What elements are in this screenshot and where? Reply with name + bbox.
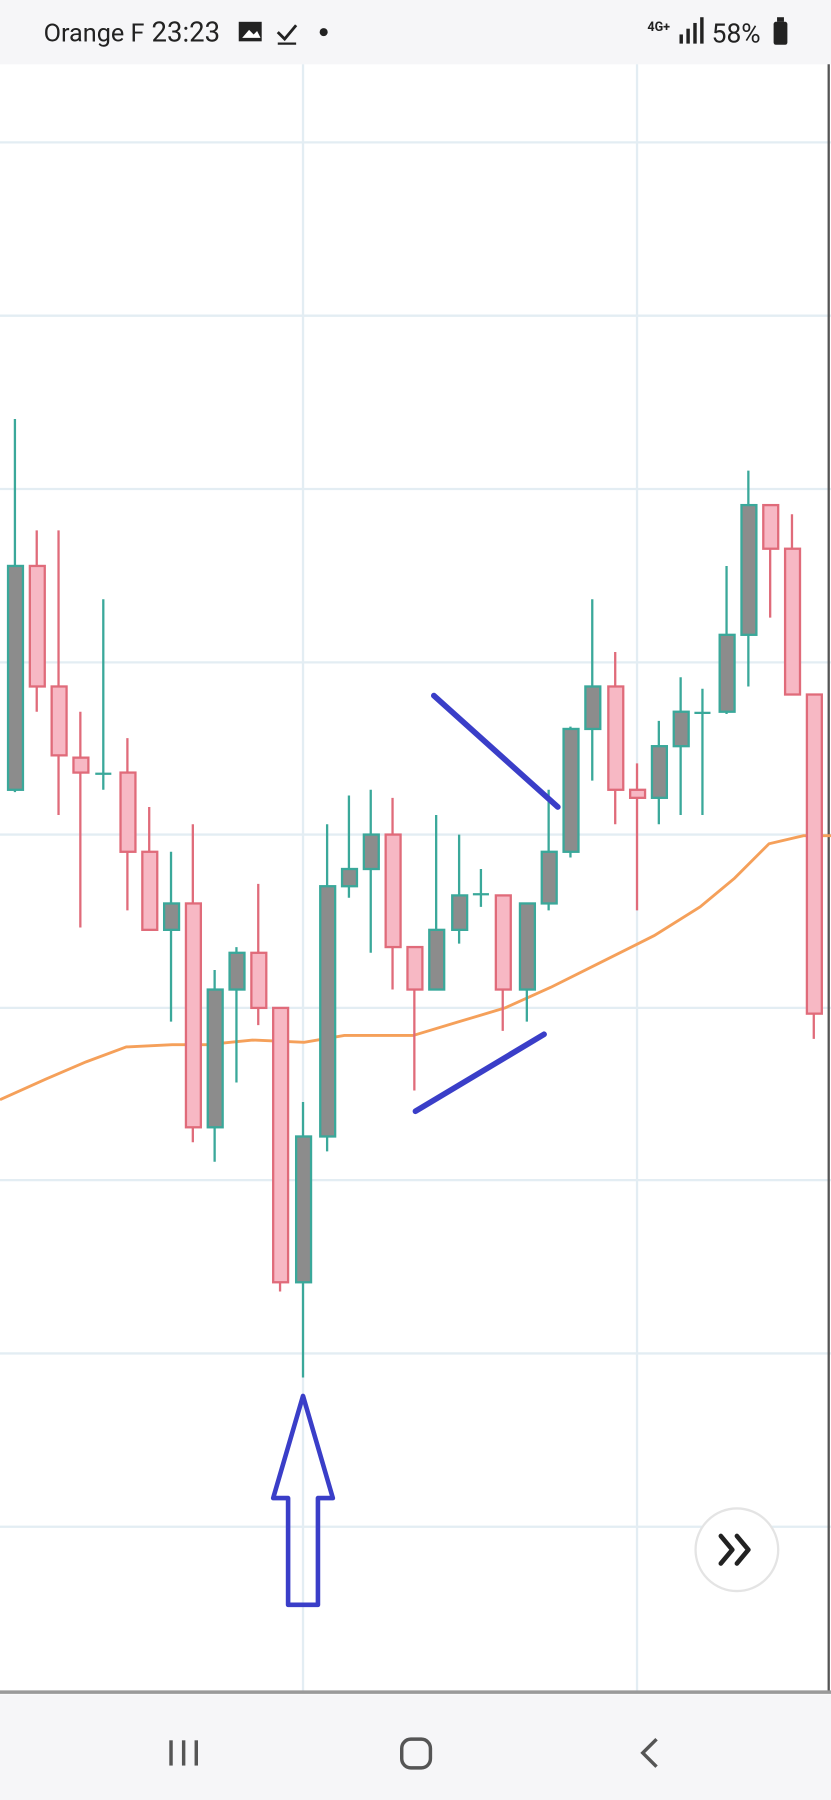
moving-average — [0, 834, 831, 1102]
candles — [6, 419, 823, 1378]
battery-level: 58% — [712, 19, 761, 49]
carrier: Orange F — [44, 19, 145, 48]
nav-home[interactable] — [400, 1737, 433, 1770]
nav-recents[interactable] — [169, 1740, 198, 1766]
clock: 23:23 — [152, 15, 221, 48]
navigation-bar — [0, 1694, 831, 1800]
scroll-forward-button[interactable] — [694, 1507, 780, 1593]
status-icons — [238, 17, 788, 45]
nav-back[interactable] — [640, 1737, 658, 1768]
annotations — [270, 692, 561, 1608]
chart-grid — [0, 64, 831, 1693]
status-bar — [0, 0, 831, 65]
network-type: 4G+ — [647, 20, 670, 35]
